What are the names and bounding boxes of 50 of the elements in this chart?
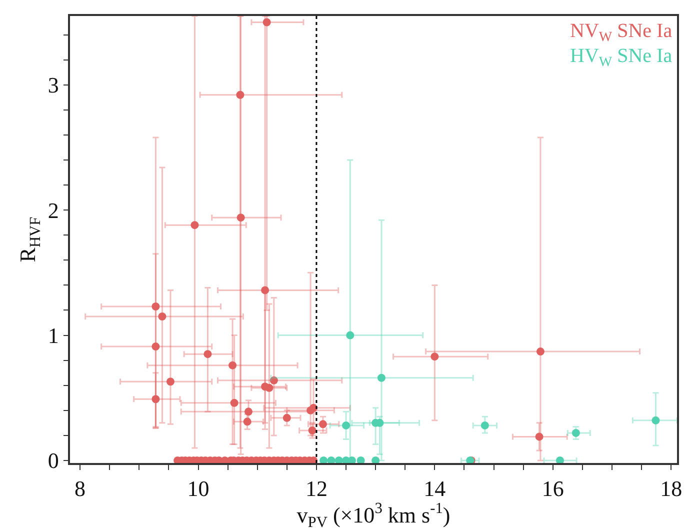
point xyxy=(356,456,365,463)
point xyxy=(535,432,544,441)
point xyxy=(318,420,327,428)
point xyxy=(327,456,336,463)
point xyxy=(430,352,439,361)
point xyxy=(228,361,237,370)
point xyxy=(190,221,199,230)
point xyxy=(348,456,356,463)
point xyxy=(262,18,271,26)
text: NV$_{W}$ SNe Ia xyxy=(570,20,672,46)
point xyxy=(372,456,380,463)
y-tick-label: 3 xyxy=(48,72,59,98)
y-tick-label: 2 xyxy=(48,198,59,223)
point xyxy=(270,376,278,384)
point xyxy=(320,456,328,463)
point xyxy=(342,421,350,430)
point xyxy=(308,426,316,434)
point xyxy=(152,302,160,310)
point xyxy=(556,456,564,463)
point xyxy=(230,398,238,407)
point xyxy=(265,384,274,392)
point xyxy=(334,456,343,463)
text: HV$_{W}$ SNe Ia xyxy=(570,45,672,70)
point xyxy=(377,374,386,382)
point xyxy=(158,312,166,320)
x-axis-title: v$_{PV}$ (×10$^{3}$ km s$^{-1}$) xyxy=(296,500,450,531)
point xyxy=(310,404,318,412)
point xyxy=(480,421,489,430)
y-tick-label: 0 xyxy=(48,448,59,474)
point xyxy=(572,428,580,437)
x-tick-label: 10 xyxy=(187,476,210,502)
point xyxy=(652,416,660,424)
point xyxy=(282,414,291,422)
point xyxy=(236,90,244,99)
point xyxy=(261,286,270,294)
point xyxy=(346,331,354,340)
point xyxy=(152,395,160,404)
point xyxy=(536,348,544,356)
point xyxy=(244,408,252,416)
y-tick-label: 1 xyxy=(48,322,59,348)
point xyxy=(236,214,245,222)
point xyxy=(243,418,252,426)
x-tick-label: 18 xyxy=(660,476,682,502)
x-tick-label: 16 xyxy=(542,476,564,502)
x-tick-label: 12 xyxy=(305,476,328,502)
point xyxy=(152,342,160,351)
point xyxy=(166,378,174,386)
x-tick-label: 8 xyxy=(74,476,86,502)
x-tick-label: 14 xyxy=(424,476,446,502)
point xyxy=(204,350,212,358)
